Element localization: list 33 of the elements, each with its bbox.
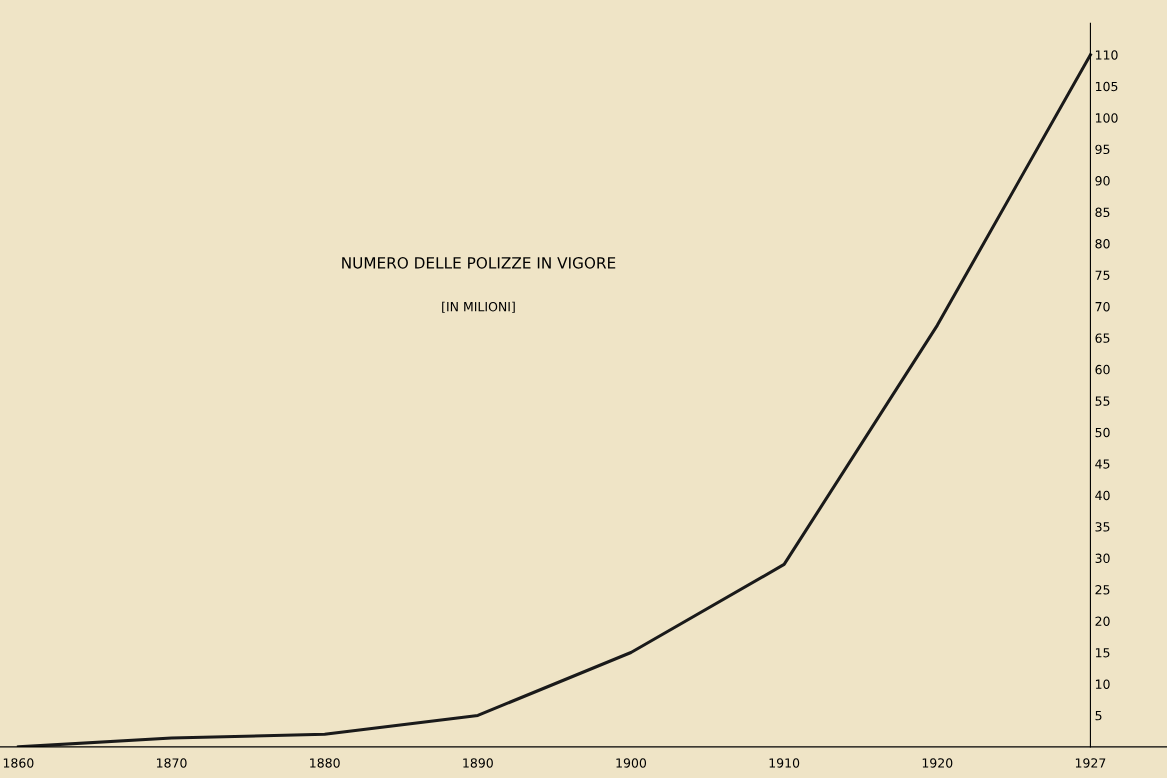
y-tick-label: 15 xyxy=(1095,648,1110,658)
y-tick-label: 85 xyxy=(1095,207,1110,218)
y-tick-label: 110 xyxy=(1095,50,1118,60)
y-tick-label: 105 xyxy=(1095,81,1118,92)
y-tick-label: 10 xyxy=(1095,679,1110,689)
y-tick-label: 70 xyxy=(1095,301,1110,312)
y-tick-label: 90 xyxy=(1095,176,1110,186)
y-tick-label: 50 xyxy=(1095,427,1110,438)
y-tick-label: 35 xyxy=(1095,522,1110,532)
y-tick-label: 45 xyxy=(1095,459,1110,469)
y-tick-label: 20 xyxy=(1095,616,1110,626)
x-tick-label: 1927 xyxy=(1075,758,1106,768)
y-tick-label: 5 xyxy=(1095,711,1102,721)
y-tick-label: 75 xyxy=(1095,270,1110,280)
y-tick-label: 65 xyxy=(1095,333,1110,343)
x-tick-label: 1890 xyxy=(463,758,493,768)
line-series xyxy=(16,53,1092,747)
x-tick-label: 1900 xyxy=(616,758,647,768)
y-tick-label: 95 xyxy=(1095,144,1110,155)
x-tick-label: 1870 xyxy=(156,758,187,768)
x-tick-label: 1860 xyxy=(3,758,34,768)
text: [IN MILIONI] xyxy=(442,301,515,313)
text: NUMERO DELLE POLIZZE IN VIGORE xyxy=(342,257,616,269)
y-tick-label: 55 xyxy=(1095,396,1110,406)
y-tick-label: 80 xyxy=(1095,239,1110,249)
y-tick-label: 100 xyxy=(1095,113,1118,123)
y-tick-label: 60 xyxy=(1095,364,1110,375)
y-tick-label: 40 xyxy=(1095,490,1110,501)
x-tick-label: 1880 xyxy=(310,758,340,768)
y-tick-label: 25 xyxy=(1095,585,1110,595)
y-tick-label: 30 xyxy=(1095,553,1110,564)
x-tick-label: 1920 xyxy=(922,758,953,768)
x-tick-label: 1910 xyxy=(769,758,800,768)
